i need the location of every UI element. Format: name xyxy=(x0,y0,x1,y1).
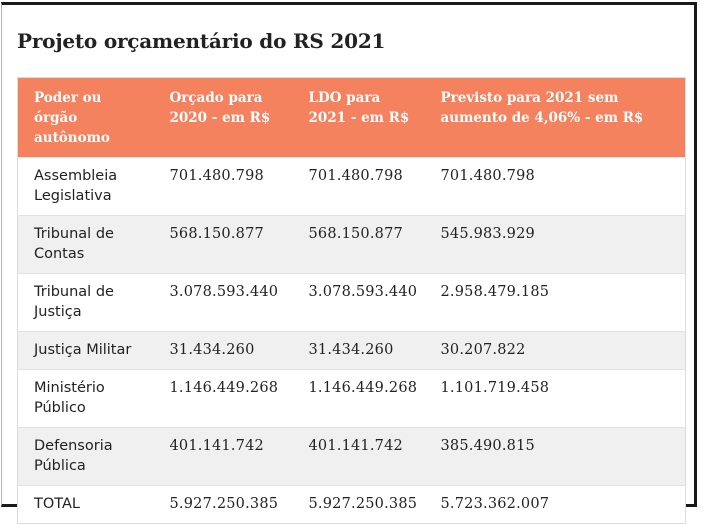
budget-table: Poder ou órgão autônomo Orçado para 2020… xyxy=(17,77,686,524)
cell-budget-2020: 5.927.250.385 xyxy=(153,485,293,524)
cell-forecast-2021: 701.480.798 xyxy=(424,157,686,216)
cell-budget-2020: 568.150.877 xyxy=(153,215,293,274)
page-title: Projeto orçamentário do RS 2021 xyxy=(17,29,386,53)
column-header-budget-2020: Orçado para 2020 - em R$ xyxy=(153,77,293,158)
row-label: Ministério Público xyxy=(17,369,154,428)
cell-budget-2020: 1.146.449.268 xyxy=(153,369,293,428)
column-header-ldo-2021: LDO para 2021 - em R$ xyxy=(292,77,425,158)
cell-forecast-2021: 30.207.822 xyxy=(424,331,686,370)
row-label: Assembleia Legislativa xyxy=(17,157,154,216)
cell-budget-2020: 3.078.593.440 xyxy=(153,273,293,332)
cell-forecast-2021: 2.958.479.185 xyxy=(424,273,686,332)
cell-ldo-2021: 3.078.593.440 xyxy=(292,273,425,332)
table-row-total: TOTAL 5.927.250.385 5.927.250.385 5.723.… xyxy=(17,485,686,524)
cell-forecast-2021: 545.983.929 xyxy=(424,215,686,274)
cell-forecast-2021: 385.490.815 xyxy=(424,427,686,486)
cell-ldo-2021: 701.480.798 xyxy=(292,157,425,216)
cell-ldo-2021: 31.434.260 xyxy=(292,331,425,370)
row-label: Defensoria Pública xyxy=(17,427,154,486)
row-label: Tribunal de Contas xyxy=(17,215,154,274)
column-header-forecast-2021: Previsto para 2021 sem aumento de 4,06% … xyxy=(424,77,686,158)
cell-ldo-2021: 401.141.742 xyxy=(292,427,425,486)
cell-forecast-2021: 5.723.362.007 xyxy=(424,485,686,524)
row-label: Tribunal de Justiça xyxy=(17,273,154,332)
cell-ldo-2021: 568.150.877 xyxy=(292,215,425,274)
row-label: Justiça Militar xyxy=(17,331,154,370)
cell-ldo-2021: 5.927.250.385 xyxy=(292,485,425,524)
table-row: Defensoria Pública 401.141.742 401.141.7… xyxy=(17,427,686,486)
table-row: Assembleia Legislativa 701.480.798 701.4… xyxy=(17,157,686,216)
column-header-organ: Poder ou órgão autônomo xyxy=(17,77,154,158)
table-row: Tribunal de Contas 568.150.877 568.150.8… xyxy=(17,215,686,274)
table-row: Justiça Militar 31.434.260 31.434.260 30… xyxy=(17,331,686,370)
cell-ldo-2021: 1.146.449.268 xyxy=(292,369,425,428)
cell-budget-2020: 401.141.742 xyxy=(153,427,293,486)
table-row: Tribunal de Justiça 3.078.593.440 3.078.… xyxy=(17,273,686,332)
cell-budget-2020: 31.434.260 xyxy=(153,331,293,370)
table-row: Ministério Público 1.146.449.268 1.146.4… xyxy=(17,369,686,428)
table-header-row: Poder ou órgão autônomo Orçado para 2020… xyxy=(17,77,686,158)
cell-forecast-2021: 1.101.719.458 xyxy=(424,369,686,428)
cell-budget-2020: 701.480.798 xyxy=(153,157,293,216)
row-label-total: TOTAL xyxy=(17,485,154,524)
